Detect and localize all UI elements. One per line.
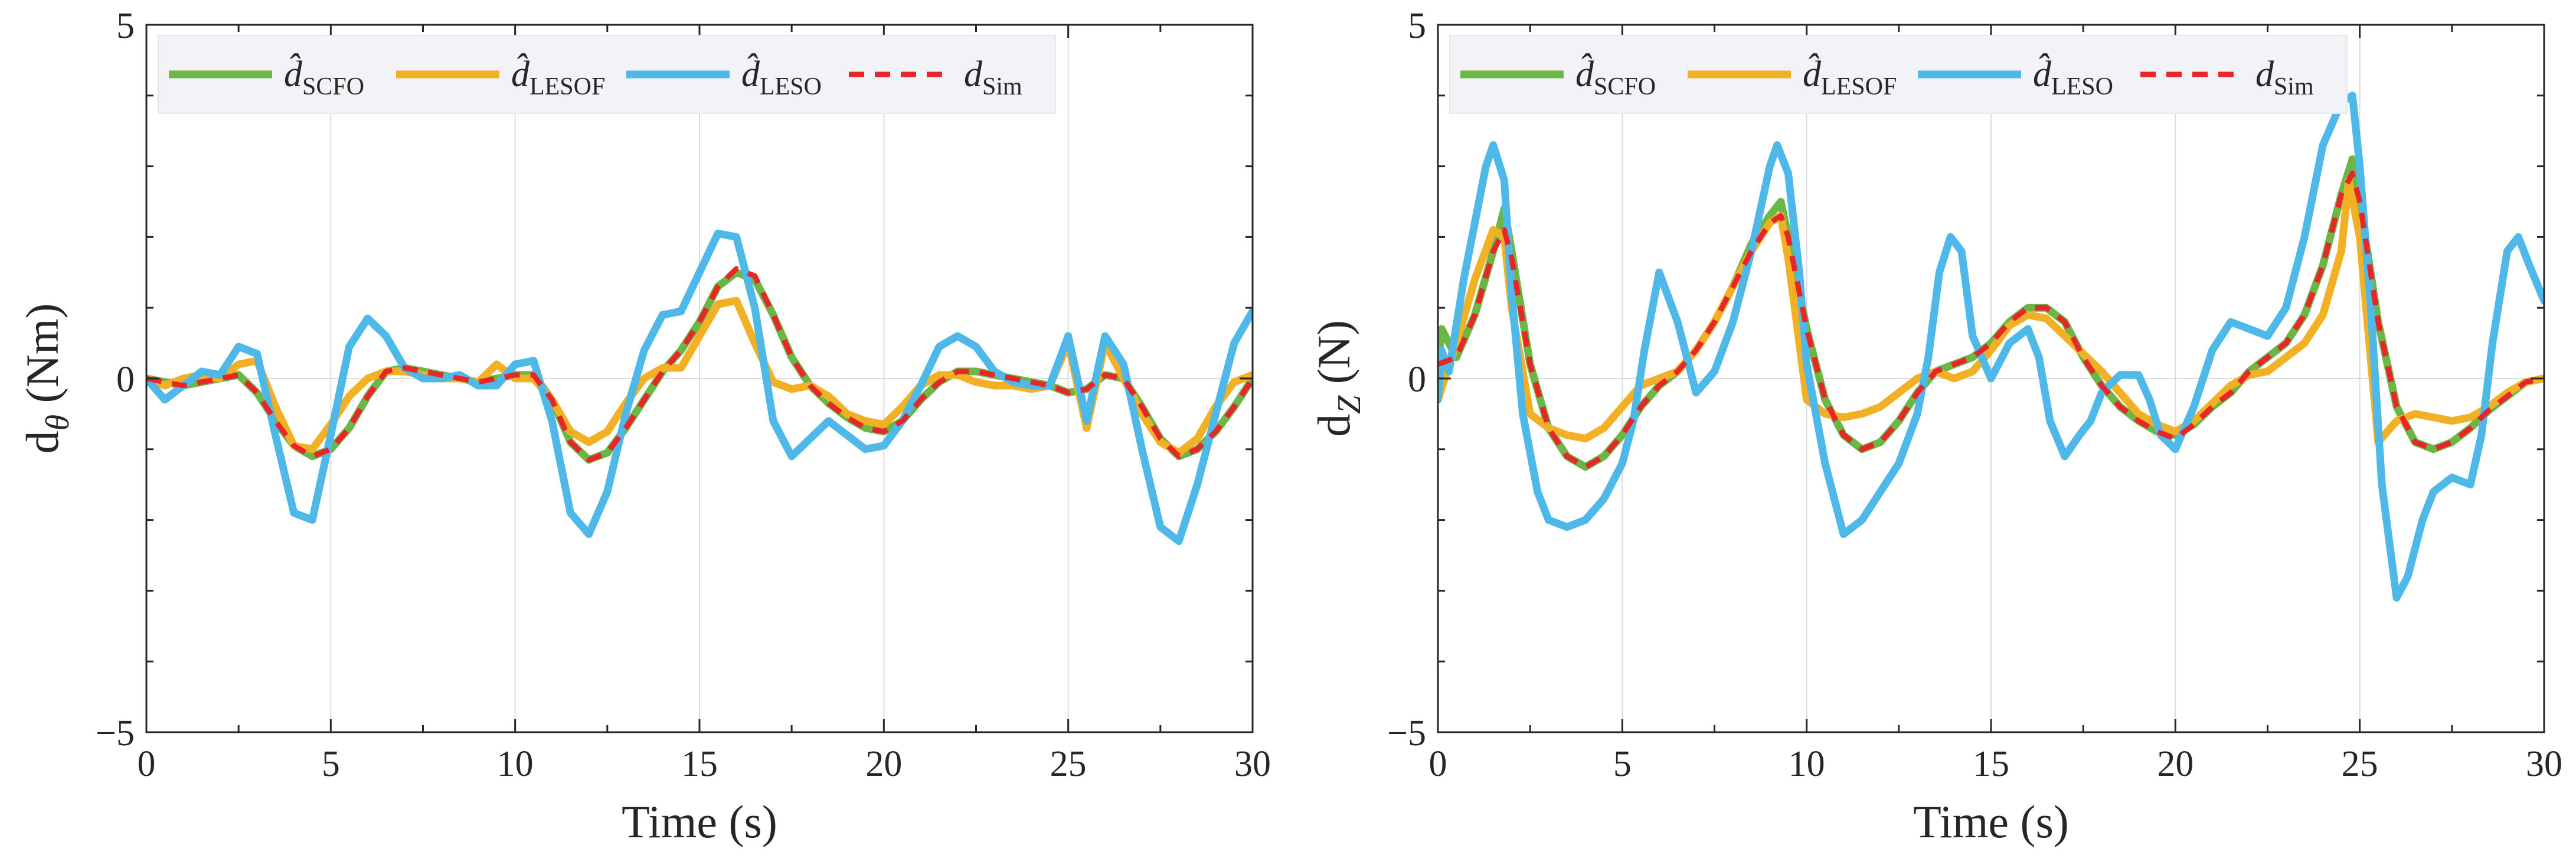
series-line-leso: [146, 229, 1253, 545]
legend-symbol: d̂: [741, 53, 760, 94]
y-axis-label: dZ (N): [1308, 320, 1368, 437]
legend-label-leso: d̂LESO: [2033, 53, 2113, 100]
tick-label-x: 20: [865, 744, 902, 784]
y-axis-label-unit: (N): [1308, 320, 1359, 396]
tick-label-x: 15: [681, 744, 718, 784]
tick-label-x: 0: [138, 744, 156, 784]
legend: d̂SCFO d̂LESOF d̂LESO dSim: [158, 35, 1056, 114]
tick-label-y: 5: [1408, 6, 1426, 46]
tick-label-y: 5: [116, 6, 135, 46]
x-axis-label: Time (s): [1913, 796, 2069, 847]
legend-label-sim: dSim: [2255, 54, 2314, 100]
legend-subscript: Sim: [2274, 73, 2314, 100]
y-axis-label-main: d: [1308, 414, 1359, 437]
tick-label-x: 5: [1613, 744, 1632, 784]
y-axis-label: dθ (Nm): [17, 304, 76, 454]
legend-symbol: d̂: [1575, 53, 1594, 94]
legend-subscript: LESOF: [529, 73, 605, 100]
y-axis-label-sub: Z: [1331, 395, 1368, 414]
tick-label-y: −5: [96, 713, 135, 753]
legend-subscript: LESO: [2051, 73, 2113, 100]
legend-label-leso: d̂LESO: [741, 53, 822, 100]
y-axis-label-unit: (Nm): [17, 304, 68, 415]
legend-symbol: d: [964, 54, 983, 94]
legend-subscript: Sim: [982, 73, 1022, 100]
tick-label-x: 5: [322, 744, 340, 784]
x-axis-label: Time (s): [622, 796, 777, 847]
legend-symbol: d̂: [284, 53, 303, 94]
legend-symbol: d̂: [1803, 53, 1822, 94]
tick-label-y: 0: [116, 360, 135, 400]
legend-label-sim: dSim: [964, 54, 1022, 100]
legend-label-scfo: d̂SCFO: [1575, 53, 1656, 100]
tick-label-x: 10: [1789, 744, 1825, 784]
tick-label-y: −5: [1387, 713, 1426, 753]
legend-label-lesof: d̂LESOF: [1803, 53, 1897, 100]
tick-label-y: 0: [1408, 360, 1426, 400]
tick-label-x: 20: [2157, 744, 2193, 784]
series-group: [1438, 92, 2544, 602]
legend: d̂SCFO d̂LESOF d̂LESO dSim: [1449, 35, 2348, 114]
y-axis-label-main: d: [17, 430, 68, 453]
tick-label-x: 15: [1973, 744, 2009, 784]
legend-label-scfo: d̂SCFO: [284, 53, 364, 100]
tick-label-x: 30: [2526, 744, 2562, 784]
legend-label-lesof: d̂LESOF: [511, 53, 605, 100]
tick-label-x: 25: [1050, 744, 1087, 784]
legend-subscript: SCFO: [302, 73, 364, 100]
series-line-sim: [1438, 171, 2544, 470]
series-line-sim: [146, 266, 1253, 463]
tick-label-x: 10: [497, 744, 534, 784]
legend-symbol: d: [2255, 54, 2274, 94]
legend-symbol: d̂: [511, 53, 530, 94]
legend-subscript: LESO: [760, 73, 822, 100]
tick-label-x: 30: [1234, 744, 1271, 784]
legend-subscript: SCFO: [1594, 73, 1656, 100]
tick-label-x: 0: [1429, 744, 1447, 784]
series-group: [146, 229, 1253, 545]
y-axis-label-sub: θ: [40, 415, 76, 431]
tick-label-x: 25: [2342, 744, 2378, 784]
legend-subscript: LESOF: [1821, 73, 1897, 100]
legend-symbol: d̂: [2033, 53, 2052, 94]
series-line-leso: [1438, 92, 2544, 602]
